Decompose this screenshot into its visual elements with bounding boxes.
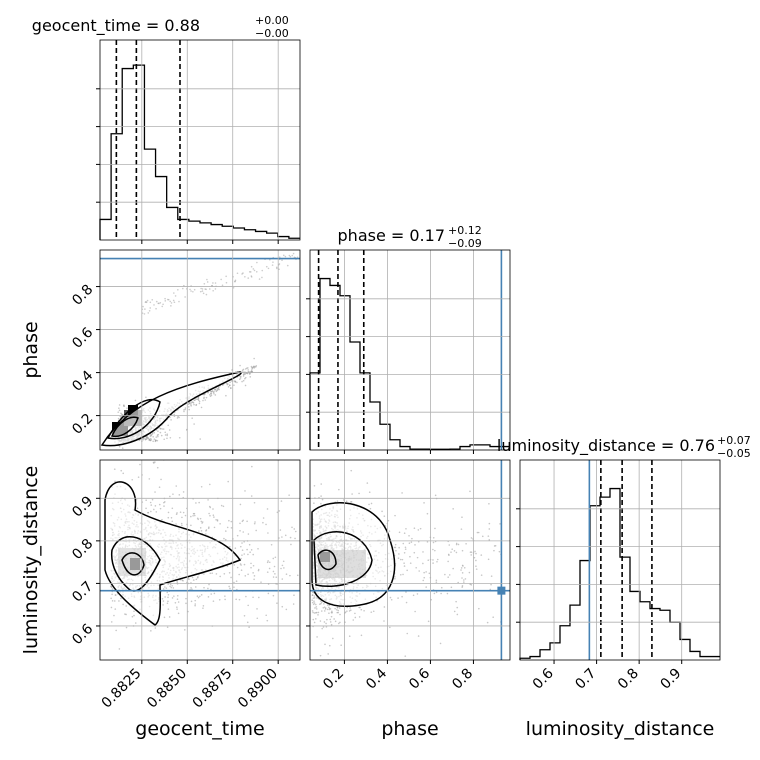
contour-inner — [317, 549, 337, 571]
panel-phase-luminosity-distance-frame — [309, 459, 511, 661]
truth-marker — [497, 586, 506, 595]
svg-text:luminosity_distance = 0.76: luminosity_distance = 0.76 — [497, 436, 715, 456]
panel-geocent-time-luminosity-distance-frame — [99, 459, 301, 661]
hist-luminosity_distance — [516, 460, 720, 660]
contour-inner — [110, 416, 139, 438]
panel-phase-luminosity-distance — [310, 460, 510, 660]
svg-text:+0.07: +0.07 — [717, 434, 751, 447]
contour-mid — [313, 531, 373, 587]
hist-geocent_time-frame — [99, 39, 301, 241]
x-axis-label-geocent-time: geocent_time — [135, 718, 264, 740]
title-geocent-time: geocent_time = 0.88 +0.00 −0.00 — [32, 14, 289, 40]
hist-phase — [306, 250, 510, 450]
contour-outer — [311, 502, 396, 607]
title-luminosity-distance: luminosity_distance = 0.76 +0.07 −0.05 — [497, 434, 751, 460]
x-axis-label-luminosity-distance: luminosity_distance — [526, 718, 715, 740]
svg-text:−0.05: −0.05 — [717, 447, 751, 460]
hist-luminosity_distance-frame — [519, 459, 721, 661]
panel-geocent-time-phase-frame — [99, 249, 301, 451]
svg-text:−0.09: −0.09 — [448, 237, 482, 250]
panel-geocent-time-luminosity-distance — [100, 460, 300, 650]
y-axis-label-luminosity-distance: luminosity_distance — [20, 466, 42, 655]
panel-geocent-time-phase — [100, 252, 300, 449]
svg-text:+0.12: +0.12 — [448, 224, 482, 237]
svg-text:phase = 0.17: phase = 0.17 — [338, 226, 445, 245]
contour-outer — [100, 371, 242, 447]
svg-text:geocent_time = 0.88: geocent_time = 0.88 — [32, 16, 200, 36]
y-axis-label-phase: phase — [20, 321, 42, 378]
contour-inner — [121, 552, 145, 576]
hist-step-luminosity_distance — [519, 487, 720, 660]
hist-phase-frame — [309, 249, 511, 451]
hist-step-phase — [309, 277, 510, 450]
hist-step-geocent_time — [99, 64, 300, 240]
svg-text:−0.00: −0.00 — [255, 27, 289, 40]
hist-geocent_time — [96, 40, 300, 240]
contour-mid — [106, 399, 161, 440]
x-axis-label-phase: phase — [381, 718, 438, 740]
svg-text:+0.00: +0.00 — [255, 14, 289, 27]
title-phase: phase = 0.17 +0.12 −0.09 — [338, 224, 482, 250]
contour-mid — [110, 535, 161, 592]
